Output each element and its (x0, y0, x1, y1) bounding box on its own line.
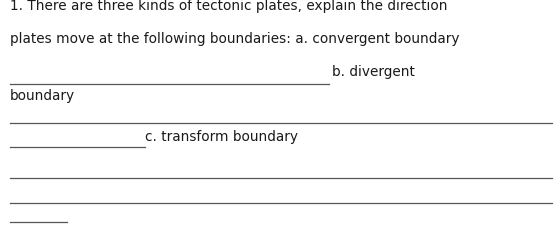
Text: 1. There are three kinds of tectonic plates, explain the direction: 1. There are three kinds of tectonic pla… (10, 0, 448, 13)
Text: b. divergent: b. divergent (332, 65, 415, 79)
Text: boundary: boundary (10, 89, 75, 103)
Text: plates move at the following boundaries: a. convergent boundary: plates move at the following boundaries:… (10, 32, 460, 46)
Text: c. transform boundary: c. transform boundary (145, 129, 298, 143)
